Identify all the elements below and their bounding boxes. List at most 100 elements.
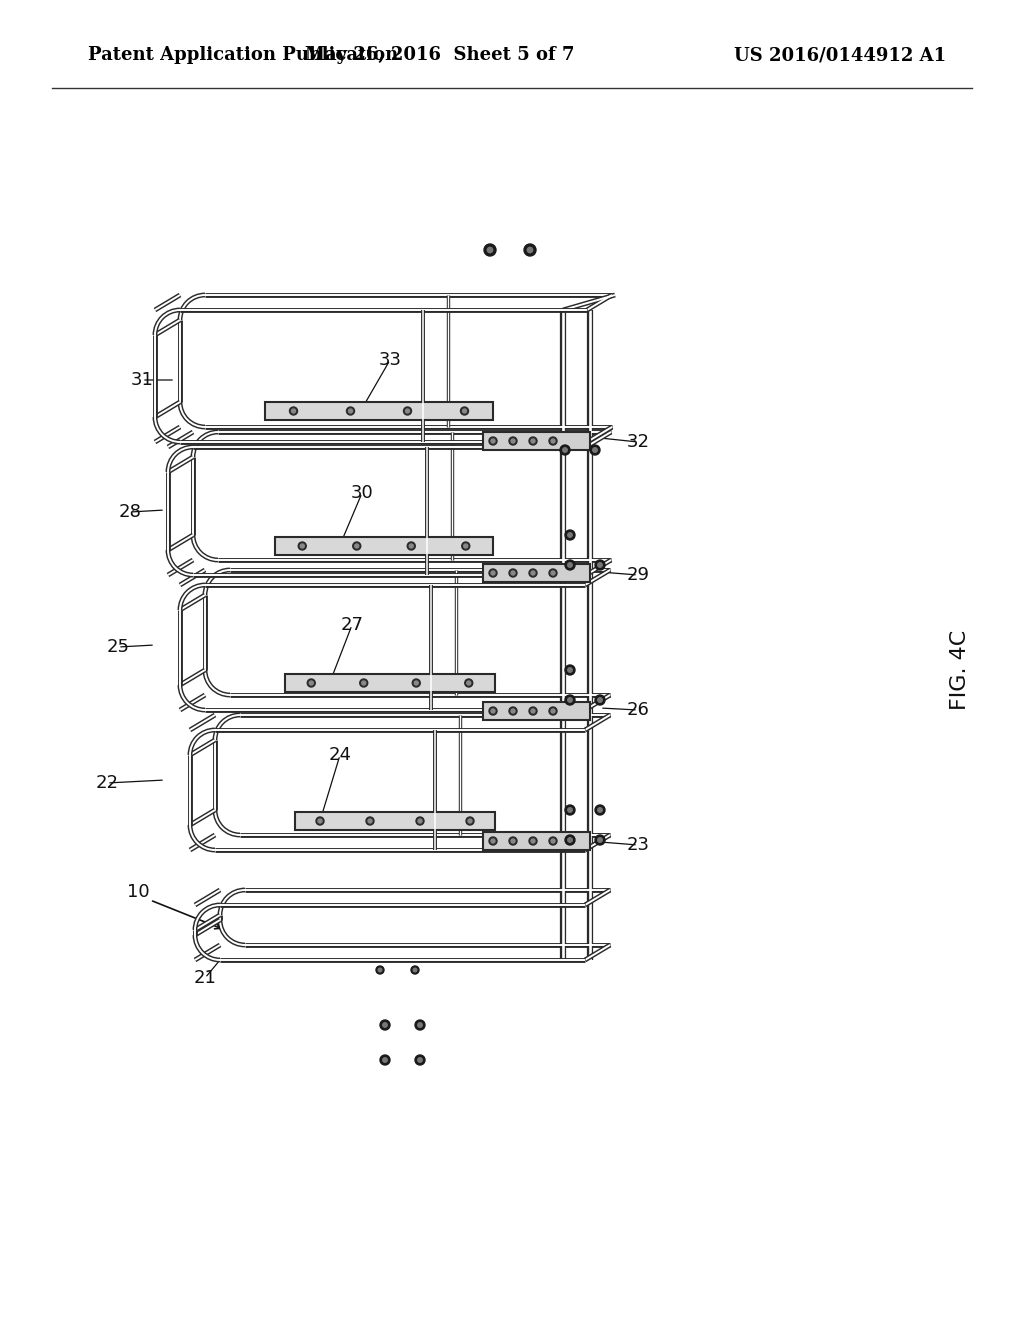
Circle shape xyxy=(418,1057,422,1063)
Circle shape xyxy=(563,447,567,453)
Circle shape xyxy=(567,838,572,842)
Circle shape xyxy=(511,440,515,444)
Circle shape xyxy=(565,531,575,540)
Bar xyxy=(265,403,493,420)
Circle shape xyxy=(354,544,358,548)
Circle shape xyxy=(352,543,360,550)
Circle shape xyxy=(531,840,535,843)
Text: 32: 32 xyxy=(627,433,649,451)
Circle shape xyxy=(376,966,384,974)
Circle shape xyxy=(595,560,605,570)
Circle shape xyxy=(567,562,572,568)
Text: 21: 21 xyxy=(194,969,216,987)
Circle shape xyxy=(359,678,368,686)
Bar xyxy=(275,537,493,554)
Text: 27: 27 xyxy=(341,616,364,634)
Circle shape xyxy=(380,1020,390,1030)
Circle shape xyxy=(567,698,572,702)
Circle shape xyxy=(416,817,424,825)
Circle shape xyxy=(484,244,496,256)
Circle shape xyxy=(490,840,495,843)
Circle shape xyxy=(549,708,557,715)
Circle shape xyxy=(410,544,414,548)
Text: 28: 28 xyxy=(119,503,141,521)
Bar xyxy=(285,675,495,692)
Circle shape xyxy=(368,818,372,822)
Text: 22: 22 xyxy=(95,774,119,792)
Circle shape xyxy=(307,678,315,686)
Circle shape xyxy=(463,409,467,413)
Circle shape xyxy=(292,409,296,413)
Circle shape xyxy=(509,837,517,845)
Text: 29: 29 xyxy=(627,566,649,583)
Circle shape xyxy=(565,836,575,845)
Circle shape xyxy=(403,407,412,414)
Circle shape xyxy=(489,569,497,577)
Circle shape xyxy=(598,698,602,702)
Text: 23: 23 xyxy=(627,836,649,854)
Circle shape xyxy=(298,543,306,550)
Circle shape xyxy=(290,407,298,414)
Circle shape xyxy=(309,681,313,685)
Circle shape xyxy=(487,247,493,252)
Circle shape xyxy=(383,1023,387,1027)
Circle shape xyxy=(511,709,515,713)
Circle shape xyxy=(415,1055,425,1065)
Text: 30: 30 xyxy=(350,484,374,502)
Circle shape xyxy=(466,817,474,825)
Circle shape xyxy=(551,440,555,444)
Circle shape xyxy=(549,437,557,445)
Circle shape xyxy=(598,808,602,812)
Text: 33: 33 xyxy=(379,351,401,370)
Text: 24: 24 xyxy=(329,746,351,764)
Circle shape xyxy=(300,544,304,548)
Circle shape xyxy=(511,840,515,843)
Circle shape xyxy=(567,533,572,537)
Bar xyxy=(295,812,495,830)
Circle shape xyxy=(413,678,420,686)
Circle shape xyxy=(560,445,570,455)
Circle shape xyxy=(531,709,535,713)
Circle shape xyxy=(565,696,575,705)
Circle shape xyxy=(414,968,417,972)
Circle shape xyxy=(598,838,602,842)
Circle shape xyxy=(462,543,470,550)
Circle shape xyxy=(406,409,410,413)
Text: May 26, 2016  Sheet 5 of 7: May 26, 2016 Sheet 5 of 7 xyxy=(305,46,574,63)
Circle shape xyxy=(551,840,555,843)
Circle shape xyxy=(489,437,497,445)
Circle shape xyxy=(511,572,515,576)
Circle shape xyxy=(509,708,517,715)
Circle shape xyxy=(348,409,352,413)
Circle shape xyxy=(590,445,600,455)
Circle shape xyxy=(461,407,469,414)
Bar xyxy=(483,702,590,719)
Circle shape xyxy=(529,437,537,445)
Circle shape xyxy=(490,709,495,713)
Bar xyxy=(483,432,590,450)
Circle shape xyxy=(411,966,419,974)
Circle shape xyxy=(378,968,382,972)
Circle shape xyxy=(567,808,572,812)
Circle shape xyxy=(595,696,605,705)
Circle shape xyxy=(408,543,416,550)
Circle shape xyxy=(490,572,495,576)
Circle shape xyxy=(467,681,471,685)
Circle shape xyxy=(527,247,532,252)
Circle shape xyxy=(468,818,472,822)
Circle shape xyxy=(593,447,597,453)
Circle shape xyxy=(565,560,575,570)
Circle shape xyxy=(551,572,555,576)
Circle shape xyxy=(509,437,517,445)
Circle shape xyxy=(567,668,572,672)
Circle shape xyxy=(346,407,354,414)
Text: FIG. 4C: FIG. 4C xyxy=(950,630,970,710)
Circle shape xyxy=(418,1023,422,1027)
Circle shape xyxy=(464,544,468,548)
Circle shape xyxy=(595,805,605,814)
Text: 26: 26 xyxy=(627,701,649,719)
Circle shape xyxy=(361,681,366,685)
Circle shape xyxy=(418,818,422,822)
Circle shape xyxy=(524,244,536,256)
Circle shape xyxy=(415,681,418,685)
